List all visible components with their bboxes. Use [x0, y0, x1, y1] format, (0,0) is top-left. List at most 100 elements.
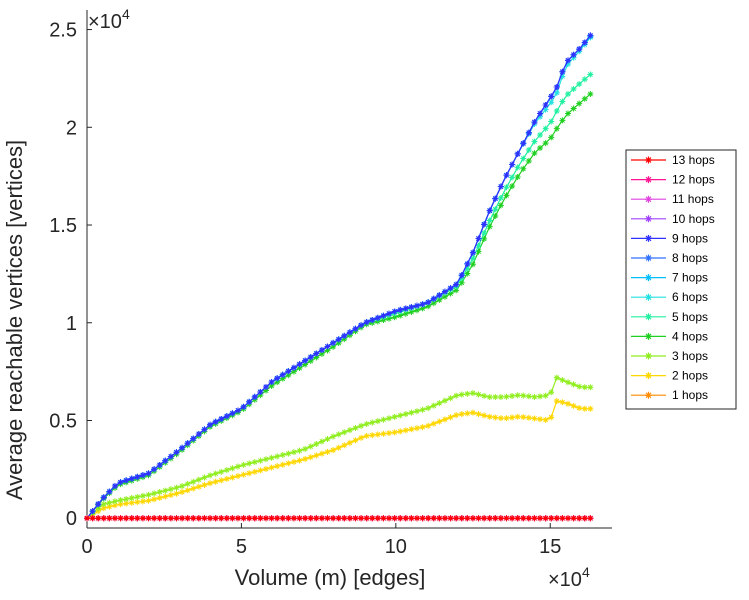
- data-point-marker: [514, 173, 521, 180]
- data-point-marker: [274, 515, 281, 522]
- data-point-marker: [514, 392, 521, 399]
- y-ticks: 0 0.5 1 1.5 2 2.5: [49, 20, 92, 530]
- data-point-marker: [156, 461, 163, 468]
- data-point-marker: [151, 490, 158, 497]
- data-point-marker: [195, 476, 202, 483]
- data-point-marker: [246, 515, 253, 522]
- legend-marker: [645, 293, 652, 301]
- data-point-marker: [447, 285, 454, 292]
- legend-item: 1 hops: [631, 388, 708, 402]
- x-exponent-power: 4: [582, 564, 590, 580]
- data-point-marker: [279, 451, 286, 458]
- data-point-marker: [123, 500, 130, 507]
- data-point-marker: [190, 435, 197, 442]
- x-tick-label: 10: [385, 536, 407, 558]
- data-point-marker: [531, 515, 538, 522]
- data-point-marker: [235, 463, 242, 470]
- data-point-marker: [402, 515, 409, 522]
- data-point-marker: [240, 471, 247, 478]
- data-point-marker: [458, 515, 465, 522]
- data-point-marker: [307, 354, 314, 361]
- data-point-marker: [279, 515, 286, 522]
- data-point-marker: [553, 398, 560, 405]
- data-point-marker: [302, 361, 309, 368]
- data-point-marker: [553, 374, 560, 381]
- data-point-marker: [190, 478, 197, 485]
- legend-box: [625, 149, 737, 410]
- series-9-hops: [84, 32, 594, 522]
- data-point-marker: [553, 84, 560, 91]
- data-point-marker: [145, 470, 152, 477]
- data-point-marker: [525, 414, 532, 421]
- data-point-marker: [425, 303, 432, 310]
- data-point-marker: [246, 470, 253, 477]
- data-point-marker: [441, 515, 448, 522]
- data-point-marker: [128, 499, 135, 506]
- data-point-marker: [330, 343, 337, 350]
- data-point-marker: [464, 260, 471, 267]
- data-point-marker: [223, 467, 230, 474]
- data-point-marker: [525, 146, 532, 153]
- data-point-marker: [413, 302, 420, 309]
- data-point-marker: [475, 515, 482, 522]
- legend-label: 9 hops: [672, 231, 708, 245]
- x-tick-label: 5: [236, 536, 247, 558]
- legend-label: 10 hops: [672, 212, 715, 226]
- y-tick-label: 1.5: [49, 215, 77, 237]
- data-point-marker: [537, 110, 544, 117]
- data-point-marker: [352, 515, 359, 522]
- data-point-marker: [380, 317, 387, 324]
- data-point-marker: [106, 515, 113, 522]
- data-point-marker: [481, 229, 488, 236]
- data-point-marker: [212, 470, 219, 477]
- data-point-marker: [106, 488, 113, 495]
- data-point-marker: [581, 384, 588, 391]
- data-point-marker: [313, 354, 320, 361]
- legend-label: 13 hops: [672, 153, 715, 167]
- data-point-marker: [570, 51, 577, 58]
- data-point-marker: [486, 394, 493, 401]
- data-point-marker: [330, 339, 337, 346]
- data-point-marker: [559, 377, 566, 384]
- data-point-marker: [156, 515, 163, 522]
- data-point-marker: [581, 405, 588, 412]
- data-point-marker: [509, 515, 516, 522]
- data-point-marker: [285, 450, 292, 457]
- legend-item: 4 hops: [631, 329, 708, 343]
- data-point-marker: [537, 515, 544, 522]
- data-point-marker: [235, 515, 242, 522]
- data-point-marker: [486, 515, 493, 522]
- data-point-marker: [548, 414, 555, 421]
- data-point-marker: [436, 292, 443, 299]
- data-point-marker: [408, 304, 415, 311]
- data-point-marker: [542, 140, 549, 147]
- data-point-marker: [240, 461, 247, 468]
- series-3-hops: [84, 374, 594, 522]
- data-point-marker: [548, 93, 555, 100]
- data-point-marker: [246, 398, 253, 405]
- legend-marker: [645, 254, 652, 262]
- data-point-marker: [246, 460, 253, 467]
- series-5-hops: [84, 71, 594, 522]
- data-point-marker: [441, 288, 448, 295]
- data-point-marker: [408, 308, 415, 315]
- data-point-marker: [553, 125, 560, 132]
- data-point-marker: [262, 515, 269, 522]
- data-point-marker: [430, 402, 437, 409]
- data-point-marker: [346, 427, 353, 434]
- legend-label: 8 hops: [672, 251, 708, 265]
- series-line: [86, 93, 591, 519]
- data-point-marker: [542, 515, 549, 522]
- data-point-marker: [531, 393, 538, 400]
- data-point-marker: [436, 400, 443, 407]
- data-point-marker: [240, 403, 247, 410]
- data-point-marker: [139, 492, 146, 499]
- data-point-marker: [419, 515, 426, 522]
- data-point-marker: [346, 329, 353, 336]
- data-point-marker: [453, 287, 460, 294]
- data-point-marker: [402, 305, 409, 312]
- data-point-marker: [425, 515, 432, 522]
- data-point-marker: [257, 392, 264, 399]
- data-point-marker: [497, 515, 504, 522]
- data-point-marker: [167, 492, 174, 499]
